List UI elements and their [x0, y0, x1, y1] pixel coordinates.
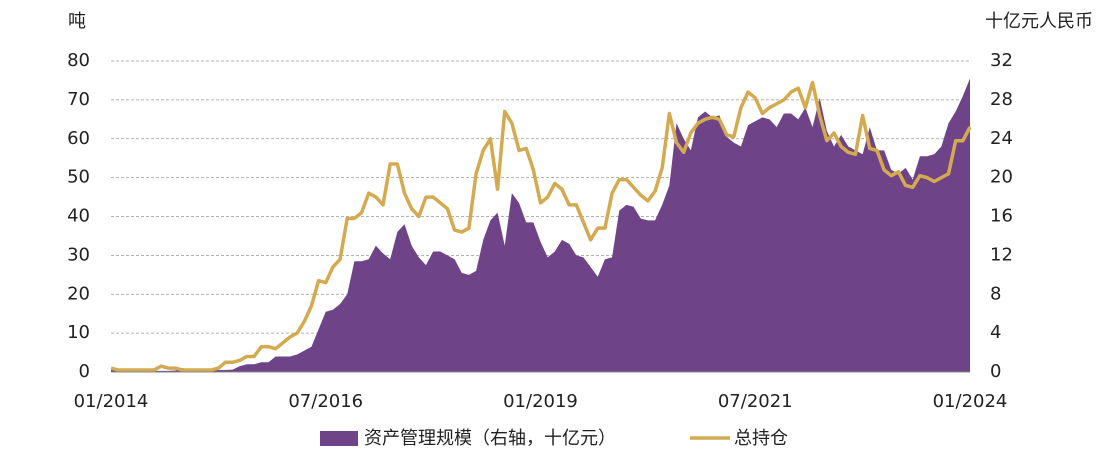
- y2-tick-label: 8: [990, 283, 1001, 304]
- y2-tick-label: 12: [990, 244, 1013, 265]
- legend-swatch: [320, 431, 358, 446]
- legend-label: 总持仓: [734, 428, 788, 449]
- y2-tick-label: 4: [990, 322, 1001, 343]
- x-tick-label: 01/2024: [933, 391, 1008, 412]
- y2-tick-label: 0: [990, 361, 1001, 382]
- y2-tick-label: 20: [990, 167, 1013, 188]
- y-tick-label: 80: [67, 50, 90, 71]
- x-tick-label: 07/2021: [718, 391, 793, 412]
- y-tick-label: 60: [67, 128, 90, 149]
- x-tick-label: 01/2019: [503, 391, 578, 412]
- legend-label: 资产管理规模（右轴，十亿元）: [364, 428, 616, 449]
- x-tick-label: 07/2016: [288, 391, 363, 412]
- x-tick-label: 01/2014: [74, 391, 149, 412]
- area: [111, 78, 970, 373]
- y-tick-label: 50: [67, 167, 90, 188]
- y-tick-label: 20: [67, 283, 90, 304]
- y-axis-title: 吨: [68, 11, 86, 32]
- y2-tick-label: 28: [990, 89, 1013, 110]
- y2-axis-title: 十亿元人民币: [985, 11, 1093, 32]
- line: [110, 80, 972, 372]
- y-tick-label: 10: [67, 322, 90, 343]
- y-tick-label: 40: [67, 206, 90, 227]
- y2-tick-label: 16: [990, 206, 1013, 227]
- y-tick-label: 0: [79, 361, 90, 382]
- y-tick-label: 30: [67, 244, 90, 265]
- y2-tick-label: 32: [990, 50, 1013, 71]
- y-tick-label: 70: [67, 89, 90, 110]
- y2-tick-label: 24: [990, 128, 1013, 149]
